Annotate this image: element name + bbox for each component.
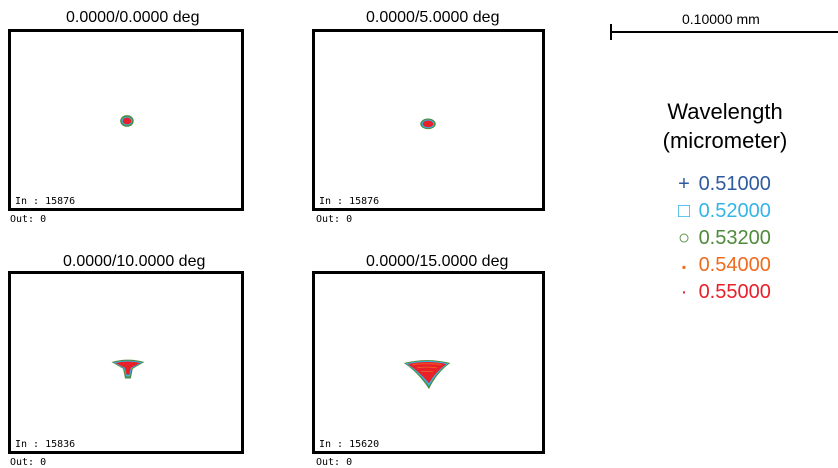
scale-bar-label: 0.10000 mm: [682, 11, 760, 27]
legend-symbol-dot-icon: ·: [680, 281, 688, 303]
legend-symbol-filled-square-icon: ▪: [681, 260, 687, 274]
scale-bar: 0.10000 mm: [610, 10, 838, 40]
spot-4-core: [407, 362, 447, 384]
legend-value: 0.52000: [698, 200, 771, 222]
spot-diagram-panel-2: In : 15876: [312, 29, 545, 211]
legend-title-line-1: Wavelength: [667, 99, 783, 124]
spot-3-core: [115, 361, 141, 375]
panel-1-title: 0.0000/0.0000 deg: [66, 9, 200, 26]
panel-4-title: 0.0000/15.0000 deg: [366, 253, 509, 270]
legend-item-2: ○ 0.53200: [675, 227, 771, 250]
legend-value: 0.51000: [698, 173, 771, 195]
legend-item-4: · 0.55000: [675, 281, 771, 304]
legend-title: Wavelength (micrometer): [650, 97, 800, 155]
legend-value: 0.54000: [698, 254, 771, 276]
panel-1-in-count: In : 15876: [15, 196, 76, 207]
panel-3-title: 0.0000/10.0000 deg: [63, 253, 206, 270]
legend-value: 0.55000: [698, 281, 771, 303]
panel-2-title: 0.0000/5.0000 deg: [366, 9, 500, 26]
spot-diagram-panel-1: In : 15876: [8, 29, 244, 211]
scale-bar-line: [612, 31, 838, 33]
panel-3-in-count: In : 15836: [15, 439, 76, 450]
spot-1-core: [122, 117, 132, 125]
legend-title-line-2: (micrometer): [662, 128, 788, 153]
panel-1-out-count: Out: 0: [10, 214, 47, 225]
panel-2-in-count: In : 15876: [319, 196, 380, 207]
spot-2-core: [422, 120, 434, 128]
spot-diagram-panel-4: In : 15620: [312, 271, 545, 454]
panel-4-out-count: Out: 0: [316, 457, 353, 468]
legend-symbol-square-icon: □: [677, 200, 691, 222]
panel-3-out-count: Out: 0: [10, 457, 47, 468]
legend-symbol-circle-icon: ○: [677, 227, 691, 249]
spot-2: [420, 118, 436, 130]
spot-3: [111, 359, 145, 379]
spot-1: [120, 115, 134, 127]
legend-item-0: + 0.51000: [675, 173, 771, 196]
spot-4-texture: [412, 363, 442, 373]
spot-diagram-panel-3: In : 15836: [8, 271, 244, 454]
legend-item-3: ▪ 0.54000: [675, 254, 771, 277]
legend-item-1: □ 0.52000: [675, 200, 771, 223]
spot-4: [403, 360, 451, 390]
legend-value: 0.53200: [698, 227, 771, 249]
legend-symbol-plus-icon: +: [678, 173, 690, 195]
panel-4-in-count: In : 15620: [319, 439, 380, 450]
scale-bar-tick: [610, 24, 612, 40]
panel-2-out-count: Out: 0: [316, 214, 353, 225]
